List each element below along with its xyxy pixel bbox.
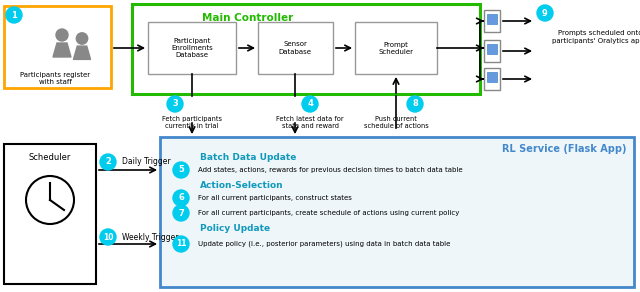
Circle shape: [173, 162, 189, 178]
Circle shape: [6, 7, 22, 23]
Bar: [487, 44, 497, 54]
Text: Prompt
Scheduler: Prompt Scheduler: [378, 41, 413, 55]
Bar: [487, 14, 497, 24]
Text: 5: 5: [178, 166, 184, 175]
Text: Fetch participants
currently in trial: Fetch participants currently in trial: [162, 116, 222, 129]
Bar: [484, 10, 500, 32]
Text: Daily Trigger: Daily Trigger: [122, 157, 171, 166]
Text: RL Service (Flask App): RL Service (Flask App): [502, 144, 626, 154]
Text: Add states, actions, rewards for previous decision times to batch data table: Add states, actions, rewards for previou…: [198, 167, 463, 173]
Text: 4: 4: [307, 100, 313, 109]
Bar: [355, 22, 437, 74]
Text: Fetch latest data for
state and reward: Fetch latest data for state and reward: [276, 116, 344, 129]
Text: Policy Update: Policy Update: [200, 224, 270, 233]
Text: Update policy (i.e., posterior parameters) using data in batch data table: Update policy (i.e., posterior parameter…: [198, 241, 451, 247]
Text: Push current
schedule of actions: Push current schedule of actions: [364, 116, 428, 129]
Bar: [160, 137, 634, 287]
Text: 8: 8: [412, 100, 418, 109]
Circle shape: [100, 229, 116, 245]
Text: 10: 10: [103, 232, 113, 241]
Text: Sensor
Database: Sensor Database: [278, 41, 312, 55]
Text: Scheduler: Scheduler: [29, 154, 71, 163]
Text: Main Controller: Main Controller: [202, 13, 293, 23]
Text: 7: 7: [178, 208, 184, 218]
Text: 11: 11: [176, 239, 186, 248]
Bar: [484, 40, 500, 62]
Polygon shape: [74, 46, 90, 59]
Bar: [484, 68, 500, 90]
Circle shape: [173, 236, 189, 252]
Circle shape: [56, 29, 68, 41]
Circle shape: [302, 96, 318, 112]
Circle shape: [76, 33, 88, 44]
Text: Batch Data Update: Batch Data Update: [200, 153, 296, 162]
Circle shape: [167, 96, 183, 112]
Bar: [4, 144, 96, 284]
Bar: [148, 22, 236, 74]
Text: Action-Selection: Action-Selection: [200, 181, 284, 190]
Text: Weekly Trigger: Weekly Trigger: [122, 232, 179, 241]
Text: 6: 6: [178, 194, 184, 202]
Bar: [487, 72, 497, 82]
Text: For all current participants, create schedule of actions using current policy: For all current participants, create sch…: [198, 210, 460, 216]
Bar: [132, 4, 480, 94]
Bar: [4, 6, 111, 88]
Text: 3: 3: [172, 100, 178, 109]
Polygon shape: [53, 43, 71, 57]
Circle shape: [100, 154, 116, 170]
Text: For all current participants, construct states: For all current participants, construct …: [198, 195, 352, 201]
Circle shape: [173, 205, 189, 221]
Text: 1: 1: [11, 11, 17, 20]
Circle shape: [173, 190, 189, 206]
Circle shape: [407, 96, 423, 112]
Text: 9: 9: [542, 8, 548, 18]
Text: Prompts scheduled onto
participants' Oralytics apps: Prompts scheduled onto participants' Ora…: [552, 30, 640, 44]
Text: Participants register
with staff: Participants register with staff: [20, 72, 90, 84]
Text: Participant
Enrollments
Database: Participant Enrollments Database: [171, 38, 213, 58]
Text: 2: 2: [105, 157, 111, 166]
Bar: [258, 22, 333, 74]
Circle shape: [537, 5, 553, 21]
